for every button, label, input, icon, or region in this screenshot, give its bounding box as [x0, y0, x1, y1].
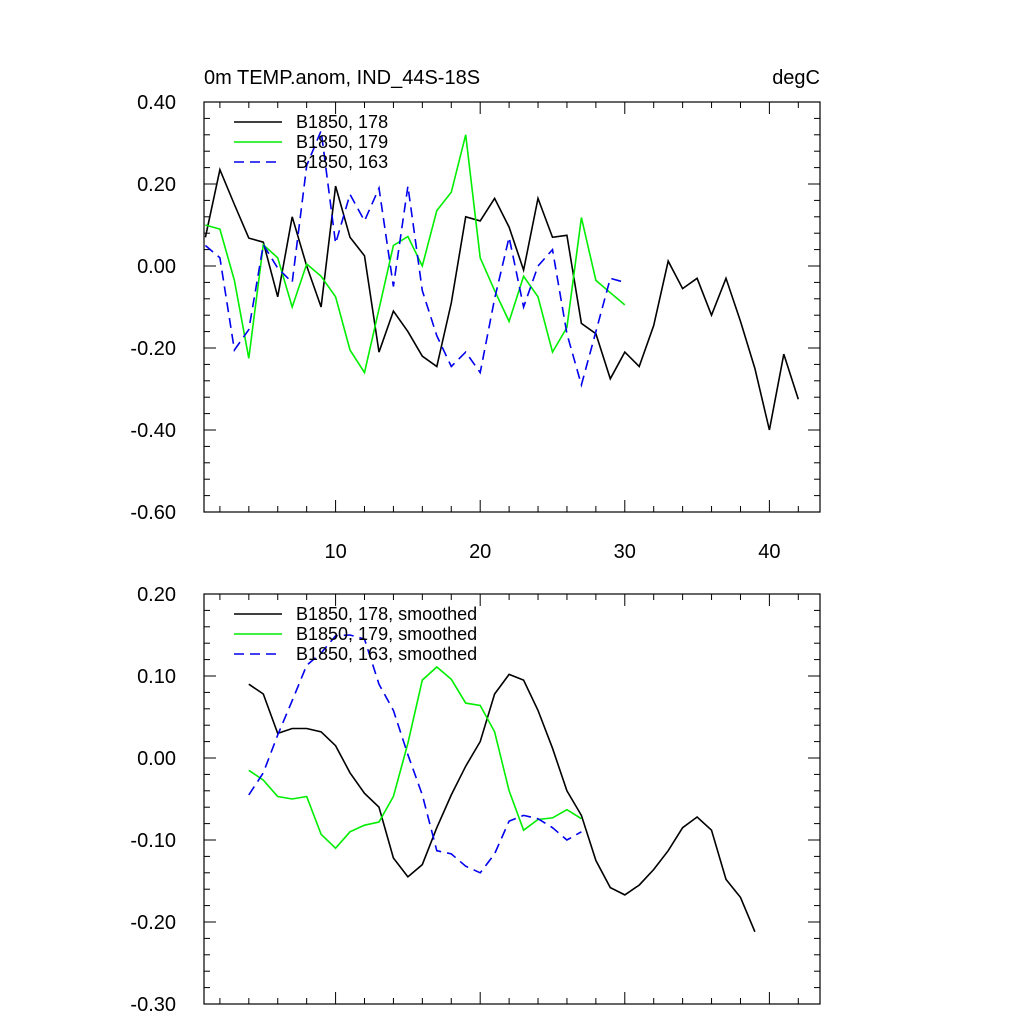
series-line-2	[205, 134, 626, 375]
legend-label: B1850, 179, smoothed	[296, 624, 477, 644]
y-tick-label: 0.00	[137, 748, 176, 770]
y-tick-label: -0.30	[130, 994, 176, 1016]
series-line-3	[204, 127, 626, 388]
y-tick-label: 0.40	[137, 92, 176, 114]
panel-bottom: 0.20 0.10 0.00 -0.10 -0.20 -0.30 B1850, 178, s…	[130, 584, 821, 1016]
legend-label: B1850, 163	[296, 152, 388, 172]
series-line-2	[248, 665, 582, 850]
chart-title-left: 0m TEMP.anom, IND_44S-18S	[204, 67, 480, 89]
y-tick-label: 0.20	[137, 584, 176, 606]
x-tick-label: 30	[614, 541, 636, 563]
y-tick-label: -0.40	[130, 420, 176, 442]
series-line-1	[248, 673, 756, 933]
legend-label: B1850, 178	[296, 112, 388, 132]
x-tick-label: 10	[324, 541, 346, 563]
y-tick-label: -0.60	[130, 502, 176, 524]
plot-frame	[203, 101, 821, 513]
legend-label: B1850, 163, smoothed	[296, 644, 477, 664]
y-tick-label: -0.20	[130, 912, 176, 934]
y-tick-label: -0.20	[130, 338, 176, 360]
y-tick-label: 0.00	[137, 256, 176, 278]
panel-top: 0.40 0.20 0.00 -0.20 -0.40 -0.60 10 20 30 40 B1850…	[130, 92, 821, 563]
chart-title-right: degC	[772, 67, 820, 89]
y-tick-label: -0.10	[130, 830, 176, 852]
x-tick-label: 20	[469, 541, 491, 563]
plot-frame	[203, 593, 821, 1005]
y-tick-label: 0.20	[137, 174, 176, 196]
x-tick-label: 40	[758, 541, 780, 563]
series-line-3	[248, 634, 582, 874]
legend-label: B1850, 178, smoothed	[296, 604, 477, 624]
legend-label: B1850, 179	[296, 132, 388, 152]
y-tick-label: 0.10	[137, 666, 176, 688]
series-line-1	[204, 167, 800, 431]
